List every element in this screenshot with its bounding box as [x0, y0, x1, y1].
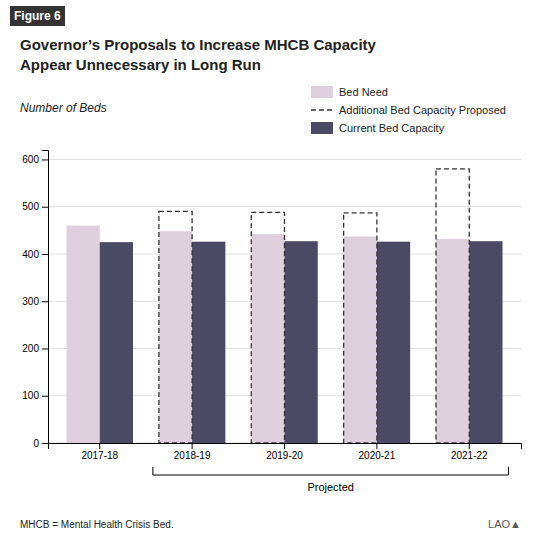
subtitle: Number of Beds	[20, 101, 107, 115]
tick: 0	[33, 438, 48, 449]
tick-label: 2019-20	[266, 450, 303, 461]
tick-mark	[42, 159, 48, 160]
legend-entry: Additional Bed Capacity Proposed	[311, 104, 506, 116]
tick-mark	[42, 254, 48, 255]
tick-mark	[42, 396, 48, 397]
figure-label-bg	[10, 6, 65, 26]
y-axis: 0 100 200 300 400 500 600	[22, 151, 48, 449]
tick-label: 400	[22, 249, 39, 260]
legend-label: Current Bed Capacity	[339, 122, 445, 134]
grid-line	[48, 206, 521, 207]
title-line: Governor’s Proposals to Increase MHCB Ca…	[20, 36, 377, 53]
legend: Bed Need Additional Bed Capacity Proposed…	[311, 86, 506, 134]
tick-mark	[469, 443, 470, 449]
legend-label: Bed Need	[339, 86, 388, 98]
plot: 0 100 200 300 400 500 600 2017-18 2018-19 2019-20…	[22, 151, 521, 494]
bar	[285, 241, 318, 443]
series	[66, 226, 469, 443]
bar	[192, 242, 225, 443]
bar	[159, 231, 192, 443]
x-axis: 2017-18 2018-19 2019-20 2020-21 2021-22	[49, 443, 522, 461]
tick-label: 2020-21	[359, 450, 396, 461]
tick: 200	[22, 343, 48, 354]
grid	[48, 159, 521, 443]
tick-label: 2018-19	[174, 450, 211, 461]
tick: 400	[22, 249, 48, 260]
legend-swatch	[311, 122, 333, 134]
grid-line	[48, 159, 521, 160]
bar	[100, 242, 133, 443]
tick-label: 500	[22, 201, 39, 212]
tick-label: 2017-18	[81, 450, 118, 461]
annotation-bracket	[153, 467, 509, 475]
figure-label-box: Figure 6	[10, 6, 65, 26]
tick-mark	[42, 348, 48, 349]
bar	[377, 242, 410, 443]
tick-mark	[284, 443, 285, 449]
tick: 2017-18	[81, 443, 118, 461]
tick-mark	[376, 443, 377, 449]
tick-mark	[99, 443, 100, 449]
bar-outline	[436, 169, 469, 443]
tick-label: 200	[22, 343, 39, 354]
series	[159, 169, 469, 443]
bar	[251, 234, 284, 443]
tick-label: 600	[22, 154, 39, 165]
tick-label: 2021-22	[451, 450, 488, 461]
title: Governor’s Proposals to Increase MHCB Ca…	[20, 36, 377, 73]
figure-label: Figure 6	[14, 9, 61, 23]
title-line: Appear Unnecessary in Long Run	[20, 56, 261, 73]
bar	[469, 241, 502, 443]
tick-label: 100	[22, 390, 39, 401]
annotation-text: Projected	[307, 481, 353, 493]
tick-mark	[192, 443, 193, 449]
legend-entry: Bed Need	[311, 86, 388, 98]
bar	[436, 239, 469, 443]
tick-label: 0	[33, 438, 39, 449]
legend-entry: Current Bed Capacity	[311, 122, 445, 134]
bar-outline	[251, 212, 284, 443]
tick: 300	[22, 296, 48, 307]
tick-mark	[42, 207, 48, 208]
tick: 600	[22, 154, 48, 165]
series	[100, 241, 503, 443]
annotation: Projected	[153, 467, 509, 493]
footnote: MHCB = Mental Health Crisis Bed.	[20, 519, 174, 530]
tick-mark	[42, 301, 48, 302]
logo: LAO▲	[488, 518, 521, 530]
tick-label: 300	[22, 296, 39, 307]
bar-outline	[344, 213, 377, 443]
axis-line	[49, 444, 522, 450]
legend-label: Additional Bed Capacity Proposed	[339, 104, 506, 116]
tick: 100	[22, 390, 48, 401]
bar	[66, 226, 99, 443]
legend-swatch	[311, 109, 333, 111]
tick: 2019-20	[266, 443, 303, 461]
tick: 2018-19	[174, 443, 211, 461]
bar-outline	[159, 211, 192, 443]
marks	[66, 169, 502, 443]
axis-line	[42, 151, 49, 444]
tick: 2020-21	[359, 443, 396, 461]
legend-swatch	[311, 86, 333, 98]
chart: Figure 6 Governor’s Proposals to Increase…	[0, 0, 541, 538]
bar	[344, 236, 377, 443]
tick: 2021-22	[451, 443, 488, 461]
tick: 500	[22, 201, 48, 212]
tick-mark	[42, 443, 48, 444]
